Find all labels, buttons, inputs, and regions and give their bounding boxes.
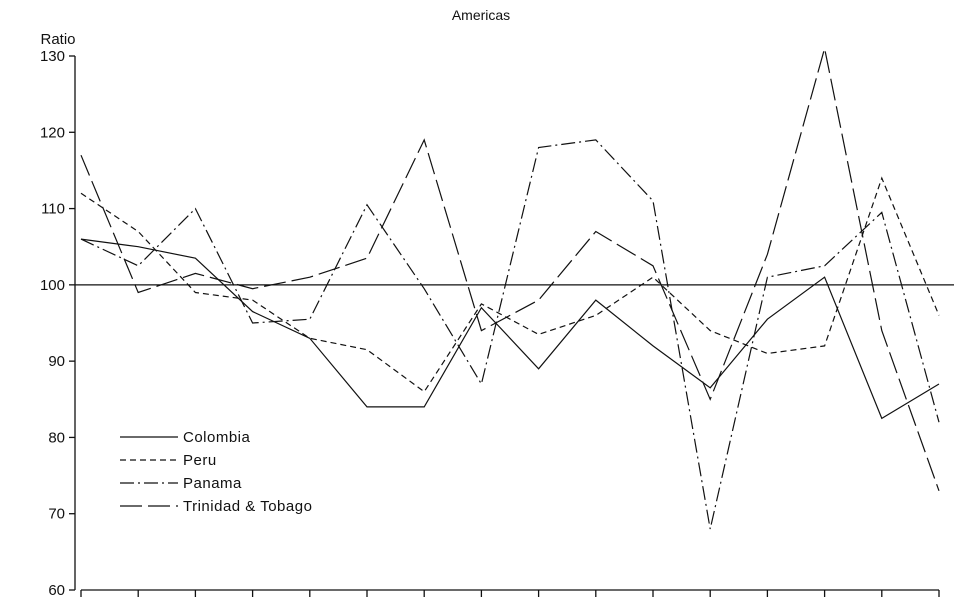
series-layer	[80, 48, 940, 530]
series-peru	[80, 176, 940, 393]
legend: Colombia Peru Panama Trinidad & Tobago	[120, 429, 312, 515]
series-trinidad-tobago	[80, 48, 940, 492]
y-tick-label: 100	[40, 277, 65, 294]
y-tick-label: 130	[40, 48, 65, 65]
series-colombia	[80, 238, 940, 420]
series-line	[80, 48, 940, 492]
series-line	[80, 176, 940, 393]
legend-label: Trinidad & Tobago	[183, 498, 312, 515]
chart-title: Americas	[452, 7, 510, 23]
legend-label: Peru	[183, 452, 217, 469]
y-tick-label: 90	[48, 353, 65, 370]
y-tick-label: 80	[48, 429, 65, 446]
series-line	[80, 139, 940, 530]
y-tick-label: 110	[41, 201, 65, 218]
axes: 60 70 80 90 100 110 120 130	[40, 48, 940, 599]
y-axis-label: Ratio	[40, 31, 75, 48]
y-tick-label: 70	[48, 506, 65, 523]
y-tick-label: 60	[48, 582, 65, 599]
legend-label: Colombia	[183, 429, 251, 446]
legend-label: Panama	[183, 475, 242, 492]
series-panama	[80, 139, 940, 530]
series-line	[80, 238, 940, 420]
y-tick-label: 120	[40, 124, 65, 141]
